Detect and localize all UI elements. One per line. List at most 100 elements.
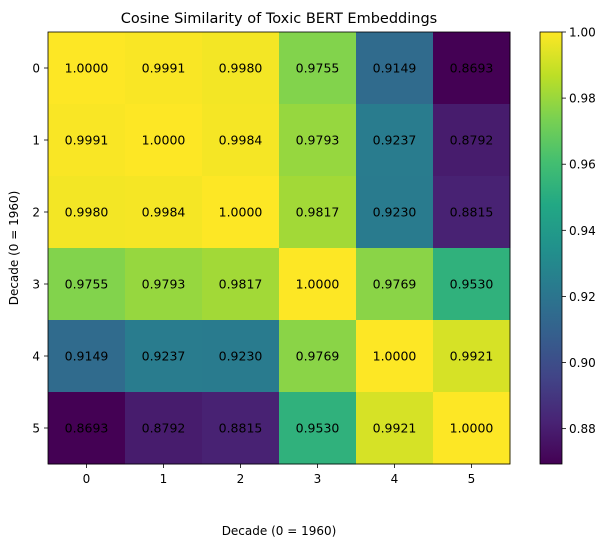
chart-title: Cosine Similarity of Toxic BERT Embeddin… [121,11,437,27]
cell-value-label-r4-c2: 0.9230 [219,349,263,364]
heatmap-cell-r5-c1 [125,392,203,465]
heatmap-cell-r0-c4 [356,32,434,105]
heatmap-cell-r1-c5 [433,104,511,177]
cell-value-label-r5-c4: 0.9921 [373,421,417,436]
cell-value-label-r2-c0: 0.9980 [65,205,109,220]
colorbar-ticks: 0.88 0.90 0.92 0.94 0.96 0.98 1.00 [562,26,596,436]
x-axis-label: Decade (0 = 1960) [222,524,337,538]
cell-value-label-r1-c0: 0.9991 [65,133,109,148]
heatmap-cell-r2-c2 [202,176,280,249]
x-tick-label-4: 4 [391,472,399,486]
cell-value-label-r0-c5: 0.8693 [450,61,494,76]
heatmap-cell-r1-c2 [202,104,280,177]
cell-value-label-r5-c3: 0.9530 [296,421,340,436]
heatmap-cell-r1-c1 [125,104,203,177]
colorbar-tick-label-5: 0.98 [569,92,596,106]
heatmap-cell-r4-c2 [202,320,280,393]
cell-value-label-r1-c3: 0.9793 [296,133,340,148]
cell-value-label-r0-c2: 0.9980 [219,61,263,76]
cell-value-label-r2-c1: 0.9984 [142,205,186,220]
colorbar [539,31,563,465]
heatmap-cell-r3-c3 [279,248,357,321]
heatmap-cell-r3-c5 [433,248,511,321]
x-axis-ticks: 0 1 2 3 4 5 [83,464,476,486]
cell-value-label-r1-c4: 0.9237 [373,133,417,148]
cell-value-label-r1-c2: 0.9984 [219,133,263,148]
cell-value-label-r3-c4: 0.9769 [373,277,417,292]
cell-value-label-r4-c0: 0.9149 [65,349,109,364]
cell-value-label-r1-c1: 1.0000 [142,133,186,148]
heatmap-cell-r4-c1 [125,320,203,393]
heatmap-cell-r4-c0 [48,320,126,393]
cell-value-label-r2-c2: 1.0000 [219,205,263,220]
heatmap-cell-r0-c3 [279,32,357,105]
cell-value-label-r4-c4: 1.0000 [373,349,417,364]
heatmap-cell-r0-c5 [433,32,511,105]
cell-value-label-r5-c0: 0.8693 [65,421,109,436]
cell-value-label-r2-c5: 0.8815 [450,205,494,220]
heatmap-cell-r4-c4 [356,320,434,393]
colorbar-tick-label-4: 0.96 [569,158,596,172]
heatmap-cell-r0-c1 [125,32,203,105]
cell-value-label-r0-c3: 0.9755 [296,61,340,76]
x-tick-label-2: 2 [237,472,245,486]
plot-frame [47,31,511,465]
heatmap-cell-r3-c0 [48,248,126,321]
y-tick-label-2: 2 [32,206,40,220]
colorbar-tick-label-0: 0.88 [569,422,596,436]
heatmap-cell-r2-c5 [433,176,511,249]
heatmap-cell-r5-c0 [48,392,126,465]
x-tick-label-5: 5 [468,472,476,486]
y-tick-label-0: 0 [32,62,40,76]
heatmap-cell-r4-c3 [279,320,357,393]
cell-value-label-r3-c2: 0.9817 [219,277,263,292]
colorbar-tick-label-1: 0.90 [569,356,596,370]
heatmap-cell-r5-c4 [356,392,434,465]
cell-value-label-r0-c4: 0.9149 [373,61,417,76]
heatmap-cell-labels: 1.0000 0.9991 0.9980 0.9755 0.9149 0.8693 0.99… [65,61,494,436]
heatmap-cell-r2-c0 [48,176,126,249]
x-tick-label-0: 0 [83,472,91,486]
heatmap-cell-r5-c2 [202,392,280,465]
cell-value-label-r5-c2: 0.8815 [219,421,263,436]
heatmap-cell-r2-c3 [279,176,357,249]
colorbar-tick-label-2: 0.92 [569,290,596,304]
cell-value-label-r3-c0: 0.9755 [65,277,109,292]
cell-value-label-r3-c1: 0.9793 [142,277,186,292]
heatmap-cells [48,32,511,465]
heatmap-cell-r3-c2 [202,248,280,321]
cell-value-label-r0-c0: 1.0000 [65,61,109,76]
cell-value-label-r1-c5: 0.8792 [450,133,494,148]
y-tick-label-5: 5 [32,422,40,436]
cell-value-label-r0-c1: 0.9991 [142,61,186,76]
y-tick-label-3: 3 [32,278,40,292]
x-tick-label-1: 1 [160,472,168,486]
heatmap-cell-r1-c4 [356,104,434,177]
heatmap-cell-r4-c5 [433,320,511,393]
heatmap-cell-r5-c3 [279,392,357,465]
heatmap-cell-r0-c0 [48,32,126,105]
heatmap-cell-r1-c3 [279,104,357,177]
cell-value-label-r5-c5: 1.0000 [450,421,494,436]
heatmap-cell-r5-c5 [433,392,511,465]
colorbar-tick-label-3: 0.94 [569,224,596,238]
cell-value-label-r4-c5: 0.9921 [450,349,494,364]
cell-value-label-r2-c3: 0.9817 [296,205,340,220]
cell-value-label-r4-c3: 0.9769 [296,349,340,364]
cell-value-label-r4-c1: 0.9237 [142,349,186,364]
cell-value-label-r5-c1: 0.8792 [142,421,186,436]
cell-value-label-r3-c5: 0.9530 [450,277,494,292]
heatmap-cell-r0-c2 [202,32,280,105]
heatmap-cell-r3-c4 [356,248,434,321]
heatmap-cell-r1-c0 [48,104,126,177]
y-tick-label-1: 1 [32,134,40,148]
colorbar-tick-label-6: 1.00 [569,26,596,40]
heatmap-cell-r2-c1 [125,176,203,249]
y-axis-label: Decade (0 = 1960) [7,191,21,306]
heatmap-cell-r2-c4 [356,176,434,249]
y-axis-ticks: 0 1 2 3 4 5 [32,62,48,436]
y-tick-label-4: 4 [32,350,40,364]
cell-value-label-r2-c4: 0.9230 [373,205,417,220]
heatmap-cell-r3-c1 [125,248,203,321]
